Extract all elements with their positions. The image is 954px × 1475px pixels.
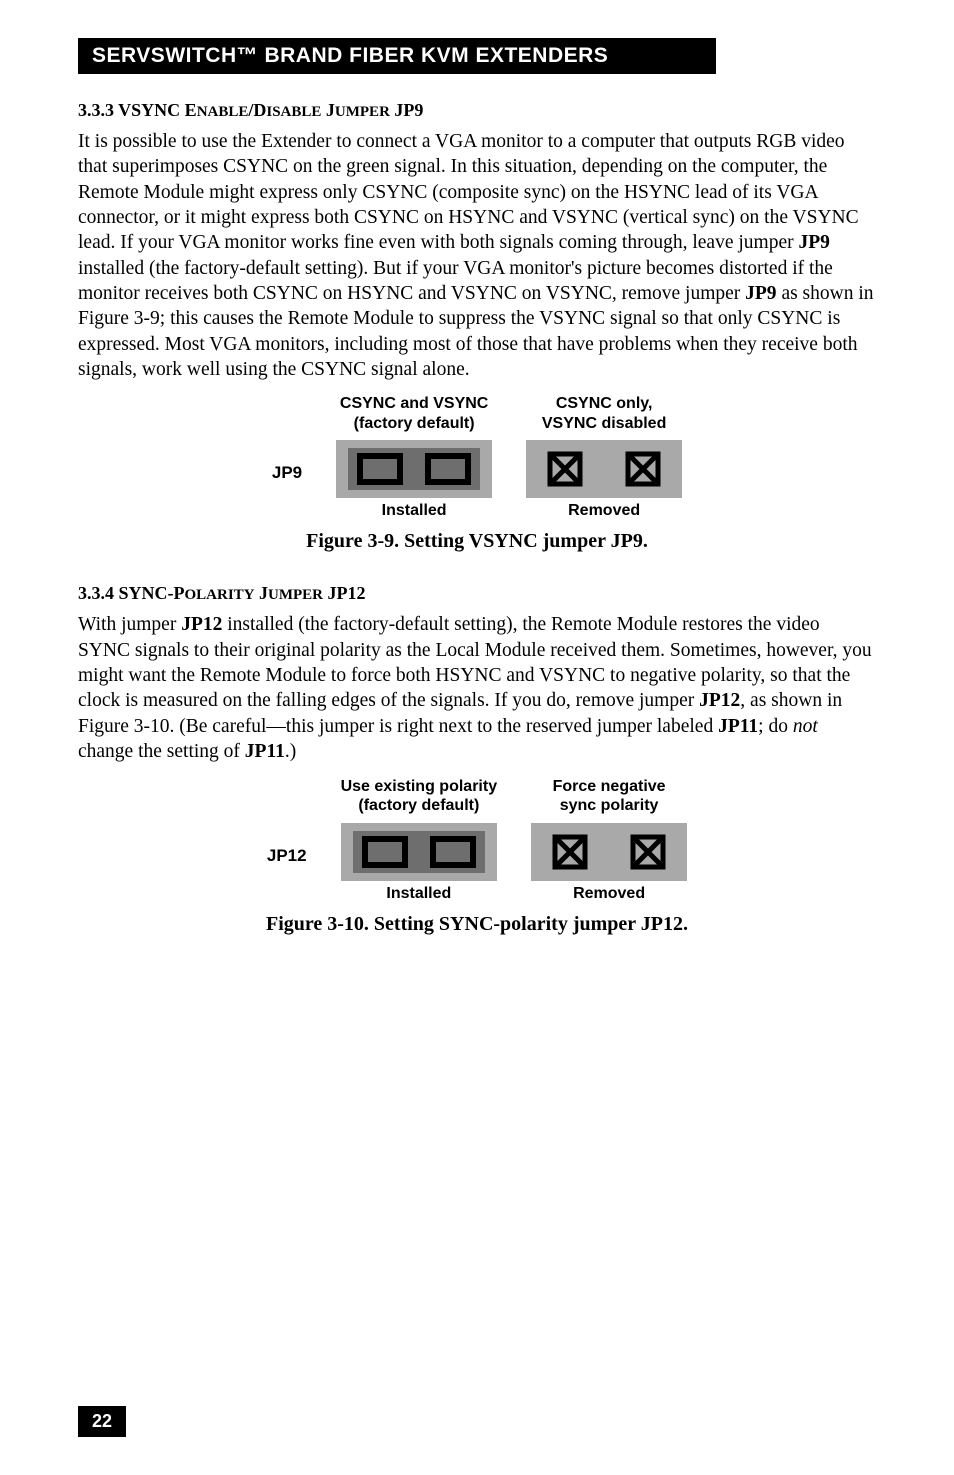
figure-3-10-caption: Figure 3-10. Setting SYNC-polarity jumpe…: [78, 913, 876, 936]
jumper-name-col: JP9: [272, 394, 302, 514]
body-text: .): [285, 741, 296, 762]
heading-part: UMPER: [335, 104, 390, 120]
removed-bottom-label: Removed: [573, 885, 645, 903]
heading-part: UMPER: [268, 587, 323, 603]
figure-3-10: JP12 Use existing polarity(factory defau…: [78, 777, 876, 936]
heading-part: ISABLE: [266, 104, 321, 120]
heading-part: NABLE: [197, 104, 249, 120]
page-number: 22: [78, 1406, 126, 1437]
jumper-removed-col: CSYNC only,VSYNC disabled Removed: [526, 394, 682, 520]
heading-part: JP9: [390, 100, 424, 120]
heading-part: /D: [248, 100, 266, 120]
section-heading-3-3-3: 3.3.3 VSYNC ENABLE/DISABLE JUMPER JP9: [78, 100, 876, 121]
body-text: installed (the factory-default setting).…: [78, 258, 833, 304]
jumper-installed-col: CSYNC and VSYNC(factory default) Install…: [336, 394, 492, 520]
jumper-name-jp12: JP12: [267, 846, 307, 866]
figure-3-9-caption: Figure 3-9. Setting VSYNC jumper JP9.: [78, 530, 876, 553]
installed-top-label: CSYNC and VSYNC(factory default): [340, 394, 488, 434]
removed-top-label: Force negativesync polarity: [553, 777, 666, 817]
jumper-removed-diagram: [526, 440, 682, 498]
installed-bottom-label: Installed: [386, 885, 451, 903]
figure-3-9: JP9 CSYNC and VSYNC(factory default) Ins…: [78, 394, 876, 553]
body-text: It is possible to use the Extender to co…: [78, 131, 859, 253]
heading-part: J: [321, 100, 335, 120]
heading-part: 3.3.3 VSYNC E: [78, 100, 197, 120]
installed-bottom-label: Installed: [382, 502, 447, 520]
removed-top-label: CSYNC only,VSYNC disabled: [542, 394, 666, 434]
jumper-installed-diagram: [336, 440, 492, 498]
body-text: With jumper: [78, 614, 181, 635]
section-heading-3-3-4: 3.3.4 SYNC-POLARITY JUMPER JP12: [78, 583, 876, 604]
heading-part: 3.3.4 SYNC-P: [78, 583, 185, 603]
jumper-removed-col: Force negativesync polarity Removed: [531, 777, 687, 903]
jp9-ref: JP9: [798, 232, 829, 253]
jumper-name-col: JP12: [267, 777, 307, 897]
installed-top-label: Use existing polarity(factory default): [341, 777, 498, 817]
heading-part: JP12: [323, 583, 366, 603]
jp9-ref: JP9: [745, 283, 776, 304]
jp11-ref: JP11: [245, 741, 285, 762]
removed-bottom-label: Removed: [568, 502, 640, 520]
section-2-body: With jumper JP12 installed (the factory-…: [78, 612, 876, 764]
jp12-ref: JP12: [181, 614, 222, 635]
jp12-ref: JP12: [699, 690, 740, 711]
jumper-installed-diagram: [341, 823, 497, 881]
body-text: change the setting of: [78, 741, 245, 762]
not-emphasis: not: [793, 716, 818, 737]
heading-part: J: [255, 583, 269, 603]
body-text: ; do: [758, 716, 793, 737]
header-bar: SERVSWITCH™ BRAND FIBER KVM EXTENDERS: [78, 38, 716, 74]
figure-row: JP9 CSYNC and VSYNC(factory default) Ins…: [78, 394, 876, 520]
jumper-name-jp9: JP9: [272, 463, 302, 483]
jp11-ref: JP11: [718, 716, 758, 737]
section-1-body: It is possible to use the Extender to co…: [78, 129, 876, 382]
jumper-installed-col: Use existing polarity(factory default) I…: [341, 777, 498, 903]
jumper-removed-diagram: [531, 823, 687, 881]
heading-part: OLARITY: [185, 587, 255, 603]
figure-row: JP12 Use existing polarity(factory defau…: [78, 777, 876, 903]
